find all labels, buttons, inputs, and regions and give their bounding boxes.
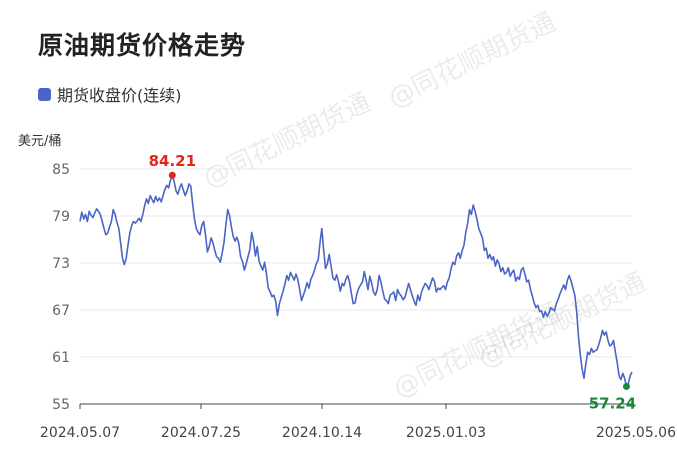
- y-tick-label: 67: [52, 303, 70, 319]
- legend-swatch: [38, 87, 51, 101]
- x-tick-label: 2025.01.03: [406, 425, 486, 441]
- x-tick-label: 2025.05.06: [596, 425, 676, 441]
- legend-label: 期货收盘价(连续): [57, 86, 182, 105]
- y-tick-label: 73: [52, 256, 70, 272]
- x-tick-label: 2024.05.07: [40, 425, 120, 441]
- min-point: [622, 382, 630, 390]
- y-tick-label: 61: [52, 350, 70, 366]
- y-axis-label: 美元/桶: [18, 134, 61, 149]
- y-tick-label: 79: [52, 209, 70, 225]
- y-tick-label: 55: [52, 397, 70, 413]
- min-label: 57.24: [589, 394, 636, 412]
- x-tick-label: 2024.07.25: [161, 425, 241, 441]
- series-line: [79, 174, 633, 388]
- max-point: [168, 171, 176, 179]
- x-tick-label: 2024.10.14: [282, 425, 362, 441]
- chart-title: 原油期货价格走势: [38, 31, 247, 60]
- legend[interactable]: 期货收盘价(连续): [38, 82, 182, 106]
- max-label: 84.21: [149, 152, 196, 170]
- y-tick-label: 85: [52, 162, 70, 178]
